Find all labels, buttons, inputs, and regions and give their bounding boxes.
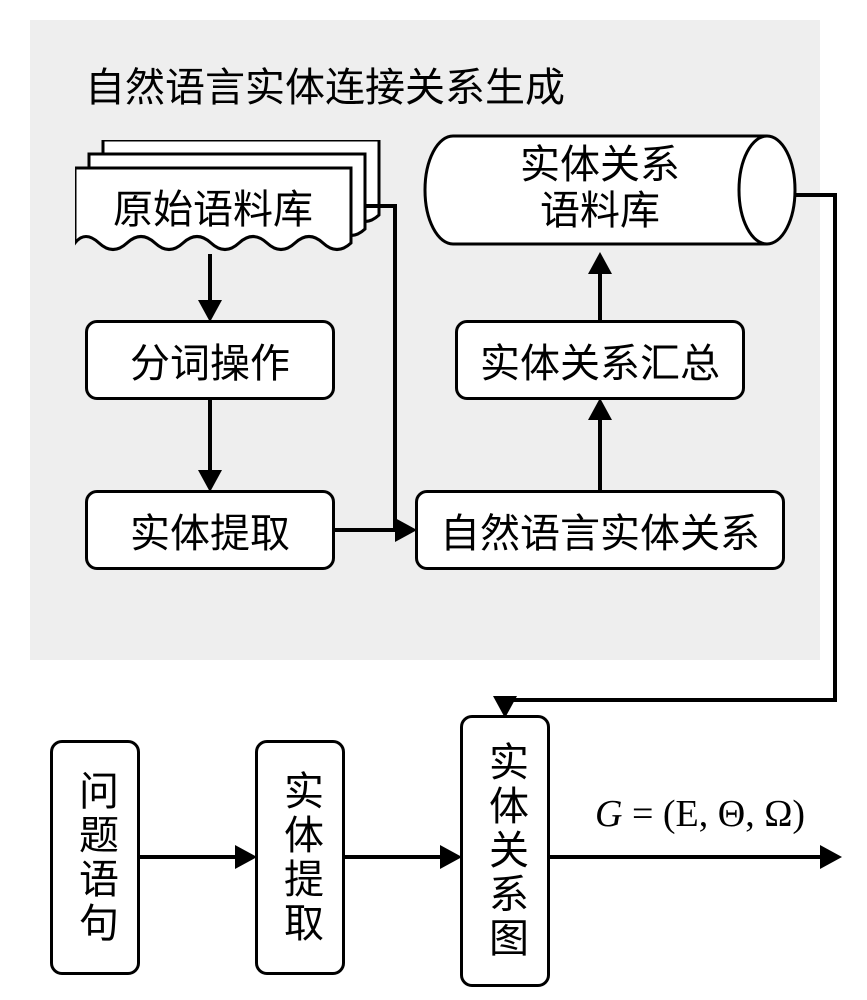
node-segment-label: 分词操作 [130,331,290,389]
arrow-head-icon [198,470,222,492]
arrow-head-icon [493,696,517,718]
arrow-head-icon [440,845,462,869]
node-corpus-label: 原始语料库 [75,168,351,243]
arrow-head-icon [198,300,222,322]
node-question-label: 问题语句 [66,770,124,946]
node-nl-relation: 自然语言实体关系 [415,490,785,570]
node-graph: 实体关系图 [460,715,550,987]
edge-db-graph-h2 [503,698,837,702]
node-nl-relation-label: 自然语言实体关系 [440,501,760,559]
node-extract-top: 实体提取 [85,490,335,570]
edge-corpus-elbow-v [393,204,397,532]
edge-corpus-segment [208,254,212,302]
edge-question-extract [140,855,237,859]
output-formula: G = (E, Θ, Ω) [595,792,805,836]
node-extract-bottom-label: 实体提取 [271,770,329,946]
node-db: 实体关系 语料库 [425,140,795,250]
edge-corpus-elbow-h [365,204,395,208]
node-extract-bottom: 实体提取 [255,740,345,975]
arrow-head-icon [588,398,612,420]
node-db-label: 实体关系 语料库 [470,142,730,234]
node-question: 问题语句 [50,740,140,975]
edge-nlrelation-summary [598,418,602,490]
diagram-title: 自然语言实体连接关系生成 [85,55,565,113]
edge-segment-extract [208,400,212,472]
edge-summary-db [598,272,602,320]
node-segment: 分词操作 [85,320,335,400]
edge-extract-nlrelation [335,528,397,532]
arrow-head-icon [395,518,417,542]
node-summary: 实体关系汇总 [455,320,745,400]
node-summary-label: 实体关系汇总 [480,331,720,389]
edge-db-graph-v1 [833,193,837,702]
edge-graph-formula [550,855,822,859]
node-graph-label: 实体关系图 [476,741,534,961]
edge-extract-graph [345,855,442,859]
arrow-head-icon [588,252,612,274]
edge-db-graph-h1 [795,193,837,197]
node-extract-top-label: 实体提取 [130,501,290,559]
node-corpus: 原始语料库 [75,140,393,278]
arrow-head-icon [820,845,842,869]
arrow-head-icon [235,845,257,869]
